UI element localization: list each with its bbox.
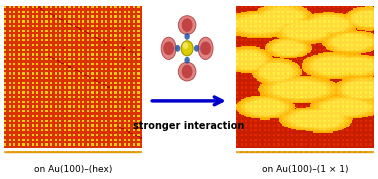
Circle shape	[65, 151, 76, 153]
Circle shape	[42, 151, 54, 153]
Ellipse shape	[178, 16, 196, 35]
Circle shape	[118, 151, 130, 153]
Circle shape	[29, 151, 40, 153]
Circle shape	[91, 151, 103, 153]
Circle shape	[337, 151, 349, 153]
Circle shape	[256, 151, 268, 153]
Circle shape	[200, 42, 211, 55]
Circle shape	[74, 151, 85, 153]
Circle shape	[182, 18, 192, 32]
Circle shape	[184, 33, 190, 40]
Circle shape	[182, 65, 192, 78]
Circle shape	[359, 151, 370, 153]
Circle shape	[348, 151, 359, 153]
Circle shape	[245, 151, 257, 153]
Circle shape	[101, 151, 112, 153]
Circle shape	[123, 151, 135, 153]
Circle shape	[327, 151, 338, 153]
Text: on Au(100)–(hex): on Au(100)–(hex)	[34, 165, 112, 174]
Circle shape	[273, 151, 284, 153]
Circle shape	[47, 151, 59, 153]
Circle shape	[343, 151, 354, 153]
Circle shape	[175, 45, 180, 52]
FancyArrowPatch shape	[152, 97, 222, 105]
Text: stronger interaction: stronger interaction	[133, 121, 245, 131]
Circle shape	[96, 151, 108, 153]
Circle shape	[38, 151, 50, 153]
Circle shape	[2, 151, 14, 153]
Circle shape	[105, 151, 116, 153]
Circle shape	[305, 151, 316, 153]
Circle shape	[163, 42, 174, 55]
Circle shape	[278, 151, 290, 153]
Ellipse shape	[178, 62, 196, 81]
Circle shape	[11, 151, 23, 153]
Circle shape	[20, 151, 32, 153]
Circle shape	[33, 151, 45, 153]
Circle shape	[321, 151, 333, 153]
Circle shape	[51, 151, 63, 153]
Circle shape	[127, 151, 139, 153]
Circle shape	[69, 151, 81, 153]
Circle shape	[267, 151, 279, 153]
Circle shape	[181, 41, 193, 56]
Circle shape	[110, 151, 121, 153]
Ellipse shape	[198, 37, 213, 59]
Circle shape	[15, 151, 27, 153]
Circle shape	[283, 151, 295, 153]
Circle shape	[316, 151, 327, 153]
Circle shape	[183, 42, 188, 49]
Circle shape	[353, 151, 365, 153]
Circle shape	[364, 151, 376, 153]
Circle shape	[78, 151, 90, 153]
Circle shape	[132, 151, 143, 153]
Circle shape	[262, 151, 273, 153]
Circle shape	[310, 151, 322, 153]
Ellipse shape	[161, 37, 176, 59]
Circle shape	[56, 151, 67, 153]
Circle shape	[114, 151, 125, 153]
Circle shape	[235, 151, 246, 153]
Circle shape	[299, 151, 311, 153]
Circle shape	[240, 151, 252, 153]
Circle shape	[60, 151, 72, 153]
Circle shape	[294, 151, 306, 153]
Circle shape	[6, 151, 18, 153]
Circle shape	[184, 57, 190, 64]
Circle shape	[25, 151, 36, 153]
Text: on Au(100)–(1 × 1): on Au(100)–(1 × 1)	[262, 165, 349, 174]
Circle shape	[87, 151, 99, 153]
Circle shape	[194, 45, 199, 52]
Circle shape	[251, 151, 262, 153]
Circle shape	[332, 151, 344, 153]
Circle shape	[83, 151, 94, 153]
Circle shape	[289, 151, 300, 153]
